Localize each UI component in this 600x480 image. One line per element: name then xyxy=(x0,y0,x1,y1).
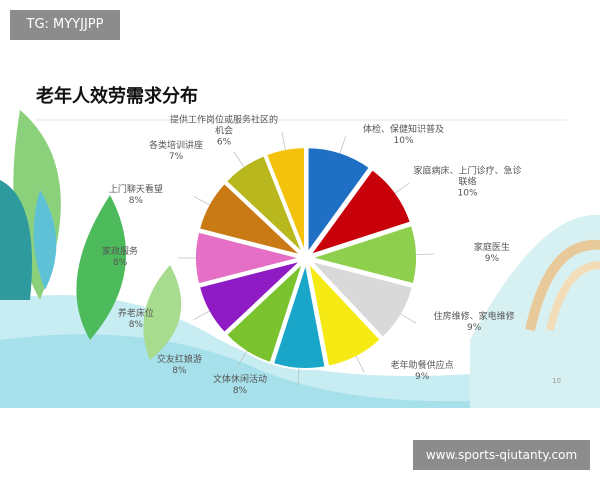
slice-label: 家庭病床、上门诊疗、急诊联络 10% xyxy=(412,166,524,199)
leader-line xyxy=(193,196,210,206)
value-label: 8% xyxy=(128,319,143,330)
slice-label: 养老床位 8% xyxy=(80,309,192,331)
arc xyxy=(546,261,600,331)
watermark: www.sports-qiutanty.com xyxy=(413,440,590,470)
value-label: 10% xyxy=(393,136,414,147)
slice-label: 文体休闲活动 8% xyxy=(184,375,296,397)
category-label: 体检、保健知识普及 xyxy=(363,125,445,136)
value-label: 8% xyxy=(172,366,187,377)
category-label: 养老床位 xyxy=(117,308,154,319)
leader-line xyxy=(339,136,346,154)
category-label: 老年助餐供应点 xyxy=(390,361,454,372)
category-label: 各类培训讲座 xyxy=(149,141,204,152)
leader-line xyxy=(415,253,434,255)
value-label: 9% xyxy=(414,372,430,383)
value-label: 6% xyxy=(216,137,232,148)
slice-label: 家政服务 8% xyxy=(64,247,176,269)
slice-label: 上门聊天看望 8% xyxy=(80,185,192,207)
leader-line xyxy=(394,182,410,194)
category-label: 住房维修、家电维修 xyxy=(433,312,515,323)
slice-label: 家庭医生 9% xyxy=(436,243,548,265)
slice-label: 老年助餐供应点 9% xyxy=(366,361,478,383)
leaf xyxy=(143,265,182,360)
slice-label: 体检、保健知识普及 10% xyxy=(348,125,460,147)
leader-line xyxy=(233,151,245,168)
category-label: 交友红娘游 xyxy=(156,355,202,366)
value-label: 7% xyxy=(168,152,184,163)
slice-label: 提供工作岗位或服务社区的机会 6% xyxy=(168,116,280,149)
chart-title: 老年人效劳需求分布 xyxy=(36,86,198,107)
slice-label: 交友红娘游 8% xyxy=(123,355,235,377)
value-label: 10% xyxy=(457,188,478,199)
category-label: 家庭病床、上门诊疗、急诊联络 xyxy=(413,166,522,188)
value-label: 9% xyxy=(484,253,500,264)
banner: TG: MYYJJPP xyxy=(10,10,120,40)
leader-line xyxy=(193,310,210,320)
arc xyxy=(525,239,600,332)
leaf xyxy=(33,190,57,290)
category-label: 家政服务 xyxy=(101,247,138,257)
leader-line xyxy=(237,350,248,367)
category-label: 文体休闲活动 xyxy=(212,374,267,385)
leader-line xyxy=(400,313,417,324)
value-label: 8% xyxy=(128,196,143,207)
leader-line xyxy=(355,355,365,373)
leaf xyxy=(0,180,32,300)
category-label: 上门聊天看望 xyxy=(108,185,163,196)
value-label: 8% xyxy=(232,385,248,396)
leader-line xyxy=(281,132,286,151)
category-label: 提供工作岗位或服务社区的机会 xyxy=(169,115,278,137)
value-label: 8% xyxy=(112,258,128,268)
value-label: 9% xyxy=(467,323,482,334)
page-number: 10 xyxy=(552,377,561,385)
slice-label: 住房维修、家电维修 9% xyxy=(418,312,530,334)
leader-line xyxy=(297,367,300,386)
category-label: 家庭医生 xyxy=(473,242,510,253)
slice-label: 各类培训讲座 7% xyxy=(120,141,232,163)
leaf xyxy=(76,195,126,340)
